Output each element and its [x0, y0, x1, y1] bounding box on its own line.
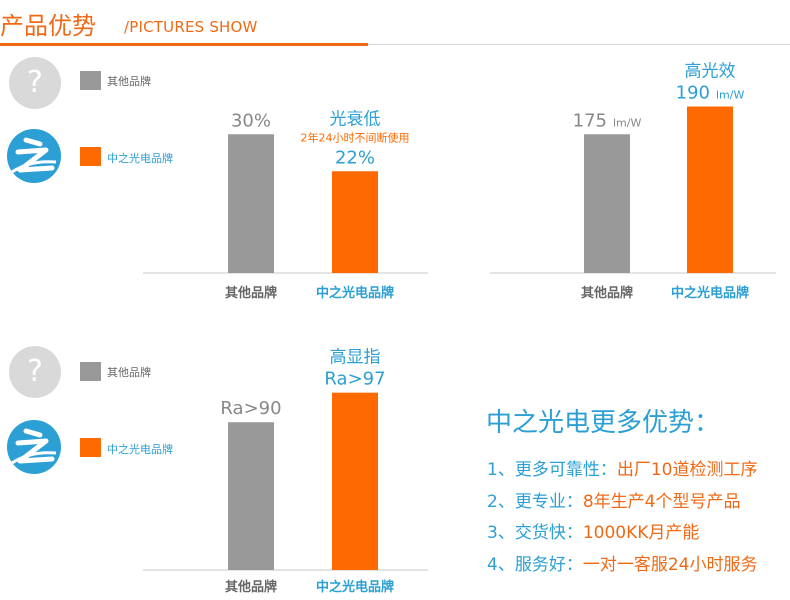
annotation-title: 高显指	[330, 348, 381, 368]
data-label: 22%	[335, 147, 375, 168]
data-label-value: 175	[573, 110, 607, 131]
zhi-logo-icon	[7, 129, 61, 183]
data-label: 175 lm/W	[573, 110, 642, 131]
advantage-key: 2、更专业：	[487, 492, 583, 512]
data-label-value: Ra>97	[324, 369, 385, 390]
tick-label: 其他品牌	[225, 285, 277, 301]
annotation-title: 光衰低	[330, 109, 381, 129]
tick-label: 其他品牌	[225, 579, 277, 595]
advantage-key: 3、交货快：	[487, 523, 583, 543]
tick-label: 中之光电品牌	[316, 579, 394, 595]
legend-swatch-other	[80, 362, 101, 381]
data-label-value: Ra>90	[220, 398, 281, 419]
advantage-item: 4、服务好：一对一客服24小时服务	[487, 550, 757, 575]
bar	[228, 422, 274, 570]
advantage-key: 1、更多可靠性：	[487, 460, 617, 480]
bar	[332, 392, 378, 570]
zhi-logo-icon	[7, 420, 61, 474]
data-label-value: 190	[676, 83, 710, 104]
data-label-unit: lm/W	[613, 116, 641, 129]
annotation-title: 高光效	[685, 62, 736, 82]
advantage-item: 1、更多可靠性：出厂10道检测工序	[487, 455, 757, 480]
legend-label-other: 其他品牌	[107, 366, 151, 379]
legend-swatch-ours	[80, 438, 101, 457]
advantage-key: 4、服务好：	[487, 555, 583, 575]
legend-label-ours: 中之光电品牌	[107, 152, 173, 165]
tick-label: 中之光电品牌	[316, 285, 394, 301]
tick-label: 中之光电品牌	[671, 285, 749, 301]
data-label: Ra>97	[324, 369, 385, 390]
question-icon: ?	[9, 346, 61, 398]
data-label-unit: lm/W	[716, 89, 744, 102]
data-label: 190 lm/W	[676, 83, 745, 104]
bar	[687, 106, 733, 273]
tick-label: 其他品牌	[581, 285, 633, 301]
advantage-item: 2、更专业：8年生产4个型号产品	[487, 487, 740, 512]
advantage-value: 1000KK月产能	[582, 523, 700, 543]
advantage-item: 3、交货快：1000KK月产能	[487, 518, 699, 543]
data-label: Ra>90	[220, 398, 281, 419]
question-icon: ?	[9, 57, 61, 109]
bar	[332, 171, 378, 273]
page-subtitle: /PICTURES SHOW	[124, 18, 258, 36]
advantage-value: 8年生产4个型号产品	[582, 492, 741, 512]
advantages-title: 中之光电更多优势：	[486, 408, 721, 438]
page-title: 产品优势	[0, 12, 96, 40]
legend-label-other: 其他品牌	[107, 75, 151, 88]
data-label-value: 30%	[231, 110, 271, 131]
legend-label-ours: 中之光电品牌	[107, 443, 173, 456]
annotation-note: 2年24小时不间断使用	[301, 130, 410, 144]
bar	[584, 134, 630, 273]
advantage-value: 一对一客服24小时服务	[582, 555, 758, 575]
header-accent-rule	[0, 43, 368, 46]
data-label-value: 22%	[335, 147, 375, 168]
legend-swatch-other	[80, 71, 101, 90]
bar	[228, 134, 274, 273]
legend-swatch-ours	[80, 147, 101, 166]
data-label: 30%	[231, 110, 271, 131]
header-divider	[368, 44, 790, 45]
advantage-value: 出厂10道检测工序	[616, 460, 758, 480]
